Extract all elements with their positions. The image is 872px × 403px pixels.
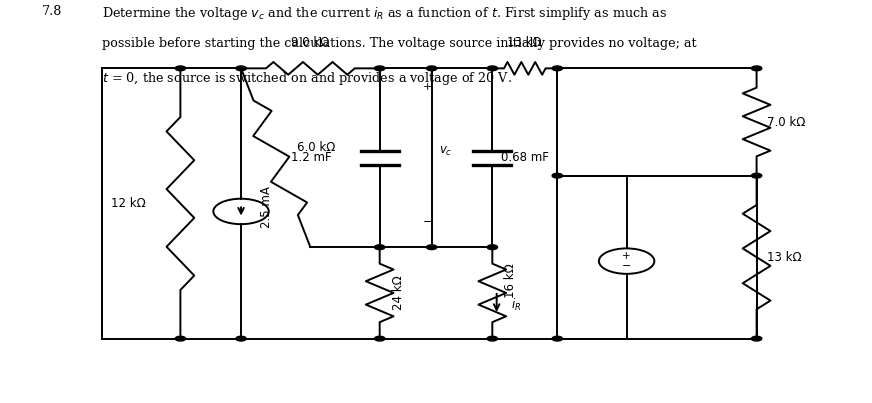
Text: 6.0 kΩ: 6.0 kΩ xyxy=(297,141,336,154)
Text: 0.68 mF: 0.68 mF xyxy=(501,151,548,164)
Text: −: − xyxy=(622,262,631,272)
Text: +: + xyxy=(423,83,432,92)
Circle shape xyxy=(374,66,385,71)
Circle shape xyxy=(552,173,562,178)
Text: 16 kΩ: 16 kΩ xyxy=(504,264,517,298)
Text: possible before starting the calculations. The voltage source initially provides: possible before starting the calculation… xyxy=(102,37,697,50)
Text: 7.8: 7.8 xyxy=(42,5,62,18)
Circle shape xyxy=(175,336,186,341)
Circle shape xyxy=(752,336,762,341)
Circle shape xyxy=(487,66,498,71)
Circle shape xyxy=(752,173,762,178)
Text: 12 kΩ: 12 kΩ xyxy=(111,197,146,210)
Text: $v_c$: $v_c$ xyxy=(439,145,452,158)
Text: +: + xyxy=(623,251,631,261)
Text: 9.0 kΩ: 9.0 kΩ xyxy=(291,36,330,49)
Text: −: − xyxy=(422,215,433,228)
Circle shape xyxy=(235,336,246,341)
Text: 7.0 kΩ: 7.0 kΩ xyxy=(767,116,806,129)
Text: 13 kΩ: 13 kΩ xyxy=(508,36,542,49)
Text: 24 kΩ: 24 kΩ xyxy=(392,276,405,310)
Circle shape xyxy=(175,66,186,71)
Text: 1.2 mF: 1.2 mF xyxy=(291,151,332,164)
Circle shape xyxy=(374,336,385,341)
Text: 2.5 mA: 2.5 mA xyxy=(260,187,273,229)
Circle shape xyxy=(552,336,562,341)
Circle shape xyxy=(487,336,498,341)
Circle shape xyxy=(552,66,562,71)
Text: Determine the voltage $v_c$ and the current $i_R$ as a function of $t$. First si: Determine the voltage $v_c$ and the curr… xyxy=(102,5,668,22)
Circle shape xyxy=(752,66,762,71)
Text: 13 kΩ: 13 kΩ xyxy=(767,251,801,264)
Text: $i_R$: $i_R$ xyxy=(511,297,521,313)
Circle shape xyxy=(426,245,437,249)
Text: $t$ = 0, the source is switched on and provides a voltage of 20 V.: $t$ = 0, the source is switched on and p… xyxy=(102,70,513,87)
Circle shape xyxy=(426,66,437,71)
Circle shape xyxy=(487,245,498,249)
Circle shape xyxy=(374,245,385,249)
Circle shape xyxy=(235,66,246,71)
